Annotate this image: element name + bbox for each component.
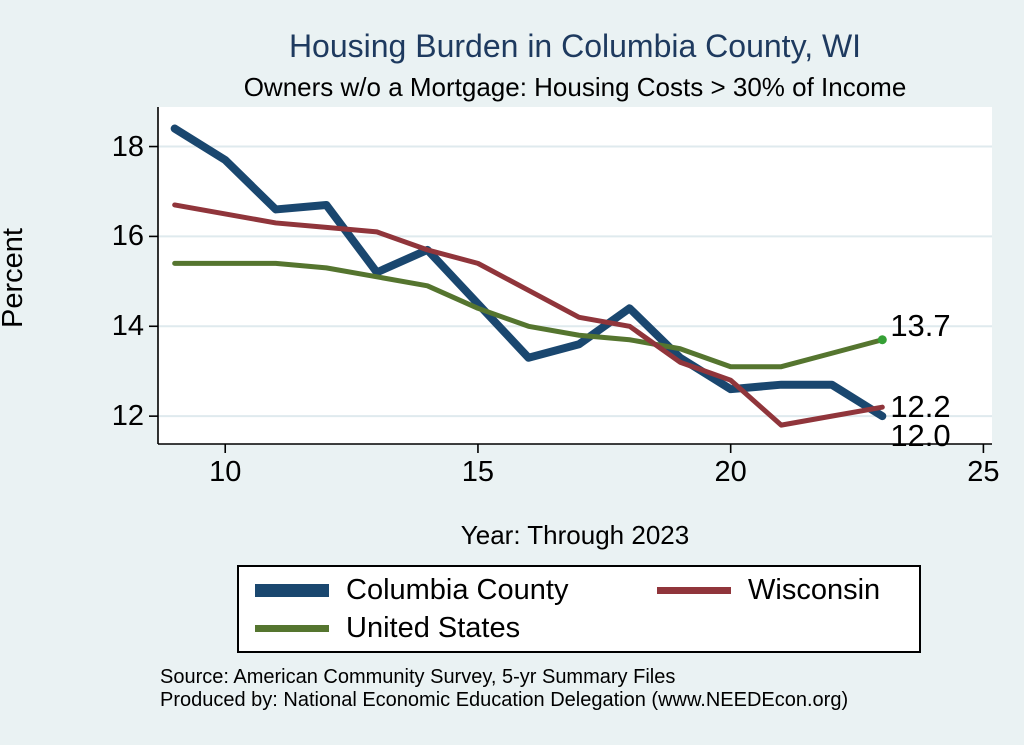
y-tick-label: 18 (111, 130, 144, 163)
x-axis-title: Year: Through 2023 (460, 520, 690, 550)
end-label-united-states: 13.7 (890, 307, 951, 343)
y-tick-label: 16 (111, 220, 144, 253)
legend-item-columbia-county: Columbia County (255, 571, 657, 609)
legend-item-united-states: United States (255, 609, 657, 647)
x-tick-label: 25 (967, 456, 1000, 488)
legend-grid: Columbia County Wisconsin United States (239, 567, 919, 651)
source-note: Source: American Community Survey, 5-yr … (160, 666, 848, 712)
y-tick-label: 12 (111, 400, 144, 433)
chart-title: Housing Burden in Columbia County, WI (288, 28, 862, 64)
series-line-columbia-county (170, 124, 887, 421)
legend-item-wisconsin: Wisconsin (657, 571, 919, 609)
plot-background (158, 107, 992, 444)
legend-swatch-united-states (255, 624, 329, 632)
legend-swatch-columbia-county (255, 583, 329, 597)
legend: Columbia County Wisconsin United States (237, 565, 921, 653)
x-tick-label: 15 (461, 456, 495, 488)
series-line-wisconsin (172, 202, 885, 428)
chart-subtitle: Owners w/o a Mortgage: Housing Costs > 3… (243, 72, 907, 102)
legend-label: Columbia County (346, 573, 569, 606)
produced-by-line: Produced by: National Economic Education… (160, 689, 849, 711)
y-axis-title: Percent (0, 228, 29, 328)
series-end-marker-united-states (877, 335, 887, 345)
legend-label: Wisconsin (748, 573, 881, 606)
legend-label: United States (346, 611, 521, 644)
end-label-columbia-county: 12.0 (890, 418, 951, 454)
series-line-united-states (172, 260, 885, 370)
source-line: Source: American Community Survey, 5-yr … (160, 666, 676, 688)
end-label-wisconsin: 12.2 (890, 389, 951, 425)
legend-swatch-wisconsin (657, 586, 731, 594)
y-tick-label: 14 (111, 310, 144, 343)
x-tick-label: 10 (209, 456, 242, 488)
x-tick-label: 20 (714, 456, 747, 488)
